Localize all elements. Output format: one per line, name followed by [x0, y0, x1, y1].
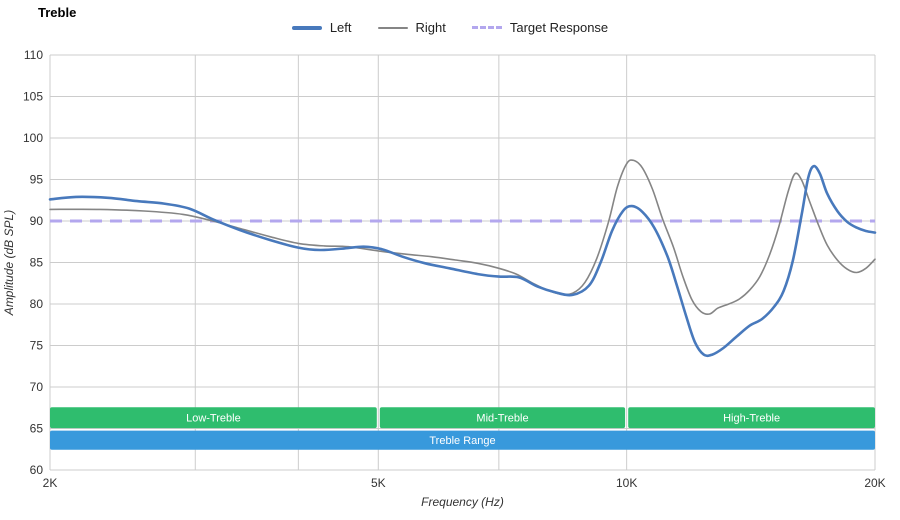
legend-label-left: Left [329, 20, 352, 35]
x-tick-label: 5K [371, 476, 386, 490]
y-tick-label: 100 [23, 131, 43, 145]
y-tick-label: 110 [24, 48, 43, 62]
band-label-high-treble: High-Treble [723, 413, 780, 425]
legend-item-target-response[interactable]: Target Response [471, 20, 609, 35]
legend: Left Right Target Response [0, 20, 900, 35]
y-tick-label: 60 [30, 463, 44, 477]
band-high-treble [628, 407, 875, 429]
target-response-line-swatch [471, 26, 502, 29]
band-treble-range [50, 430, 875, 450]
legend-label-right: Right [415, 20, 446, 35]
x-tick-label: 2K [43, 476, 58, 490]
y-tick-label: 70 [30, 380, 44, 394]
y-tick-label: 95 [30, 173, 44, 187]
x-axis-title: Frequency (Hz) [421, 495, 504, 509]
y-axis-title: Amplitude (dB SPL) [2, 210, 16, 316]
series-line-right [49, 159, 876, 315]
y-tick-label: 65 [30, 422, 44, 436]
band-label-low-treble: Low-Treble [186, 413, 241, 425]
legend-item-right[interactable]: Right [377, 20, 446, 35]
band-label-treble-range: Treble Range [429, 435, 495, 447]
legend-label-target-response: Target Response [509, 20, 609, 35]
y-tick-label: 90 [30, 214, 44, 228]
series-line-left [48, 164, 877, 358]
band-low-treble [50, 407, 377, 429]
band-mid-treble [379, 407, 626, 429]
y-tick-label: 105 [23, 90, 43, 104]
y-tick-label: 75 [30, 339, 44, 353]
right-line-swatch [377, 26, 408, 29]
legend-item-left[interactable]: Left [291, 20, 352, 35]
y-tick-label: 85 [30, 256, 44, 270]
x-tick-label: 20K [864, 476, 885, 490]
y-tick-label: 80 [30, 297, 44, 311]
left-line-swatch [291, 25, 322, 30]
chart-title: Treble [38, 5, 77, 20]
band-label-mid-treble: Mid-Treble [476, 413, 528, 425]
x-tick-label: 10K [616, 476, 637, 490]
